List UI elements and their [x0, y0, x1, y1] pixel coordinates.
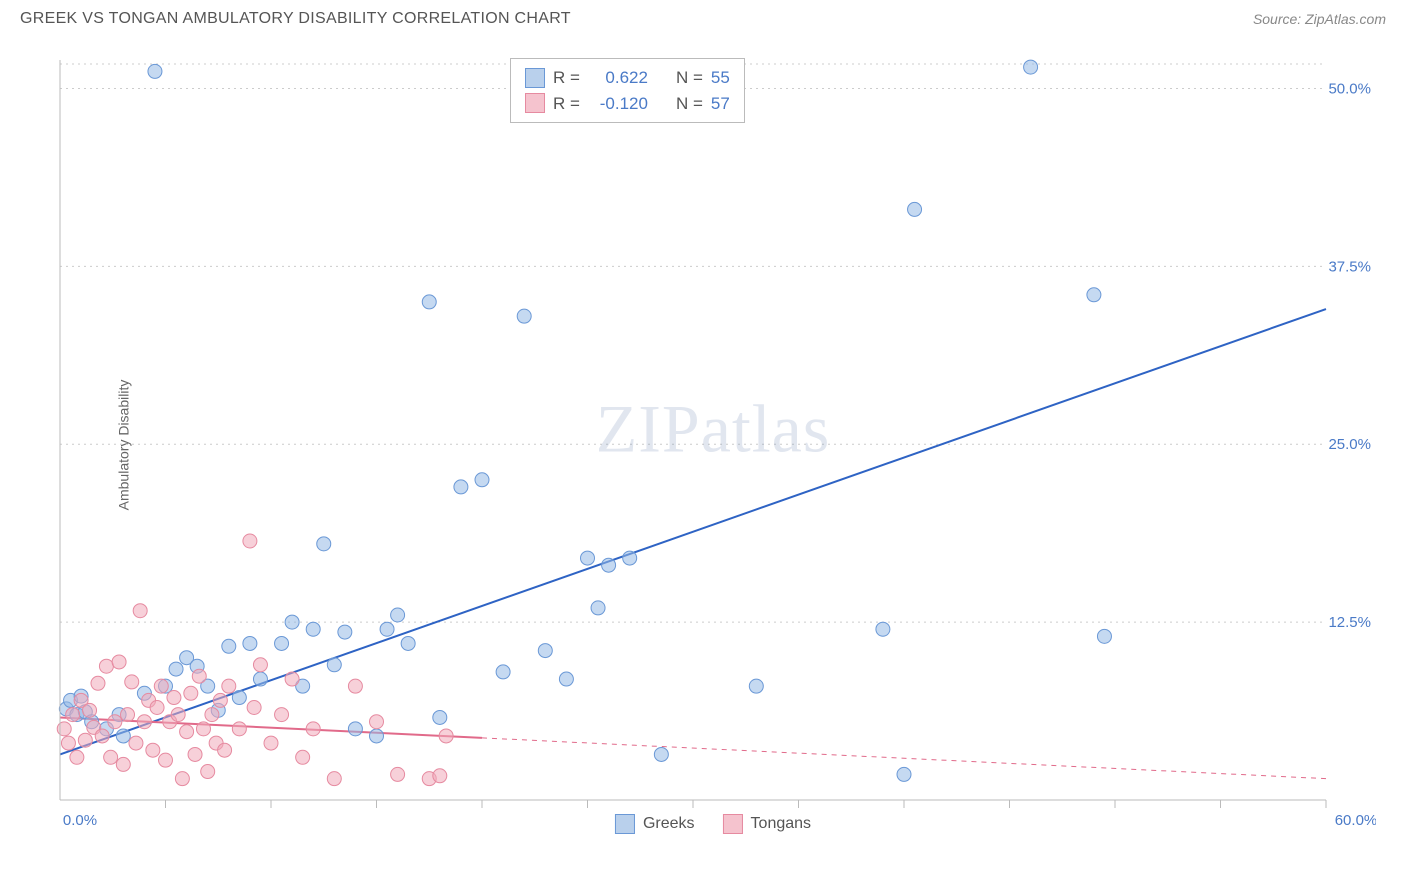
n-label: N = [676, 91, 703, 117]
stats-box: R = 0.622 N = 55 R = -0.120 N = 57 [510, 58, 745, 123]
svg-text:60.0%: 60.0% [1335, 812, 1376, 829]
swatch-tongans-icon [525, 93, 545, 113]
r-label: R = [553, 91, 580, 117]
plot-area: Ambulatory Disability 12.5%25.0%37.5%50.… [50, 50, 1376, 840]
n-value-greeks: 55 [711, 65, 730, 91]
svg-text:12.5%: 12.5% [1328, 614, 1371, 631]
r-label: R = [553, 65, 580, 91]
bottom-legend: Greeks Tongans [615, 814, 811, 834]
n-label: N = [676, 65, 703, 91]
stats-row-greeks: R = 0.622 N = 55 [525, 65, 730, 91]
legend-swatch-tongans-icon [723, 814, 743, 834]
legend-label-greeks: Greeks [643, 815, 695, 833]
n-value-tongans: 57 [711, 91, 730, 117]
stats-row-tongans: R = -0.120 N = 57 [525, 91, 730, 117]
legend-label-tongans: Tongans [751, 815, 812, 833]
swatch-greeks-icon [525, 68, 545, 88]
legend-item-greeks: Greeks [615, 814, 695, 834]
chart-title: GREEK VS TONGAN AMBULATORY DISABILITY CO… [20, 10, 571, 28]
chart-svg: 12.5% 25.0% 37.5% 50.0% 0.0% 60.0% [50, 50, 1376, 840]
svg-text:50.0%: 50.0% [1328, 80, 1371, 97]
r-value-greeks: 0.622 [588, 65, 648, 91]
legend-swatch-greeks-icon [615, 814, 635, 834]
source-label: Source: ZipAtlas.com [1253, 11, 1386, 27]
svg-text:0.0%: 0.0% [63, 812, 97, 829]
r-value-tongans: -0.120 [588, 91, 648, 117]
svg-text:25.0%: 25.0% [1328, 436, 1371, 453]
legend-item-tongans: Tongans [723, 814, 812, 834]
svg-text:37.5%: 37.5% [1328, 258, 1371, 275]
